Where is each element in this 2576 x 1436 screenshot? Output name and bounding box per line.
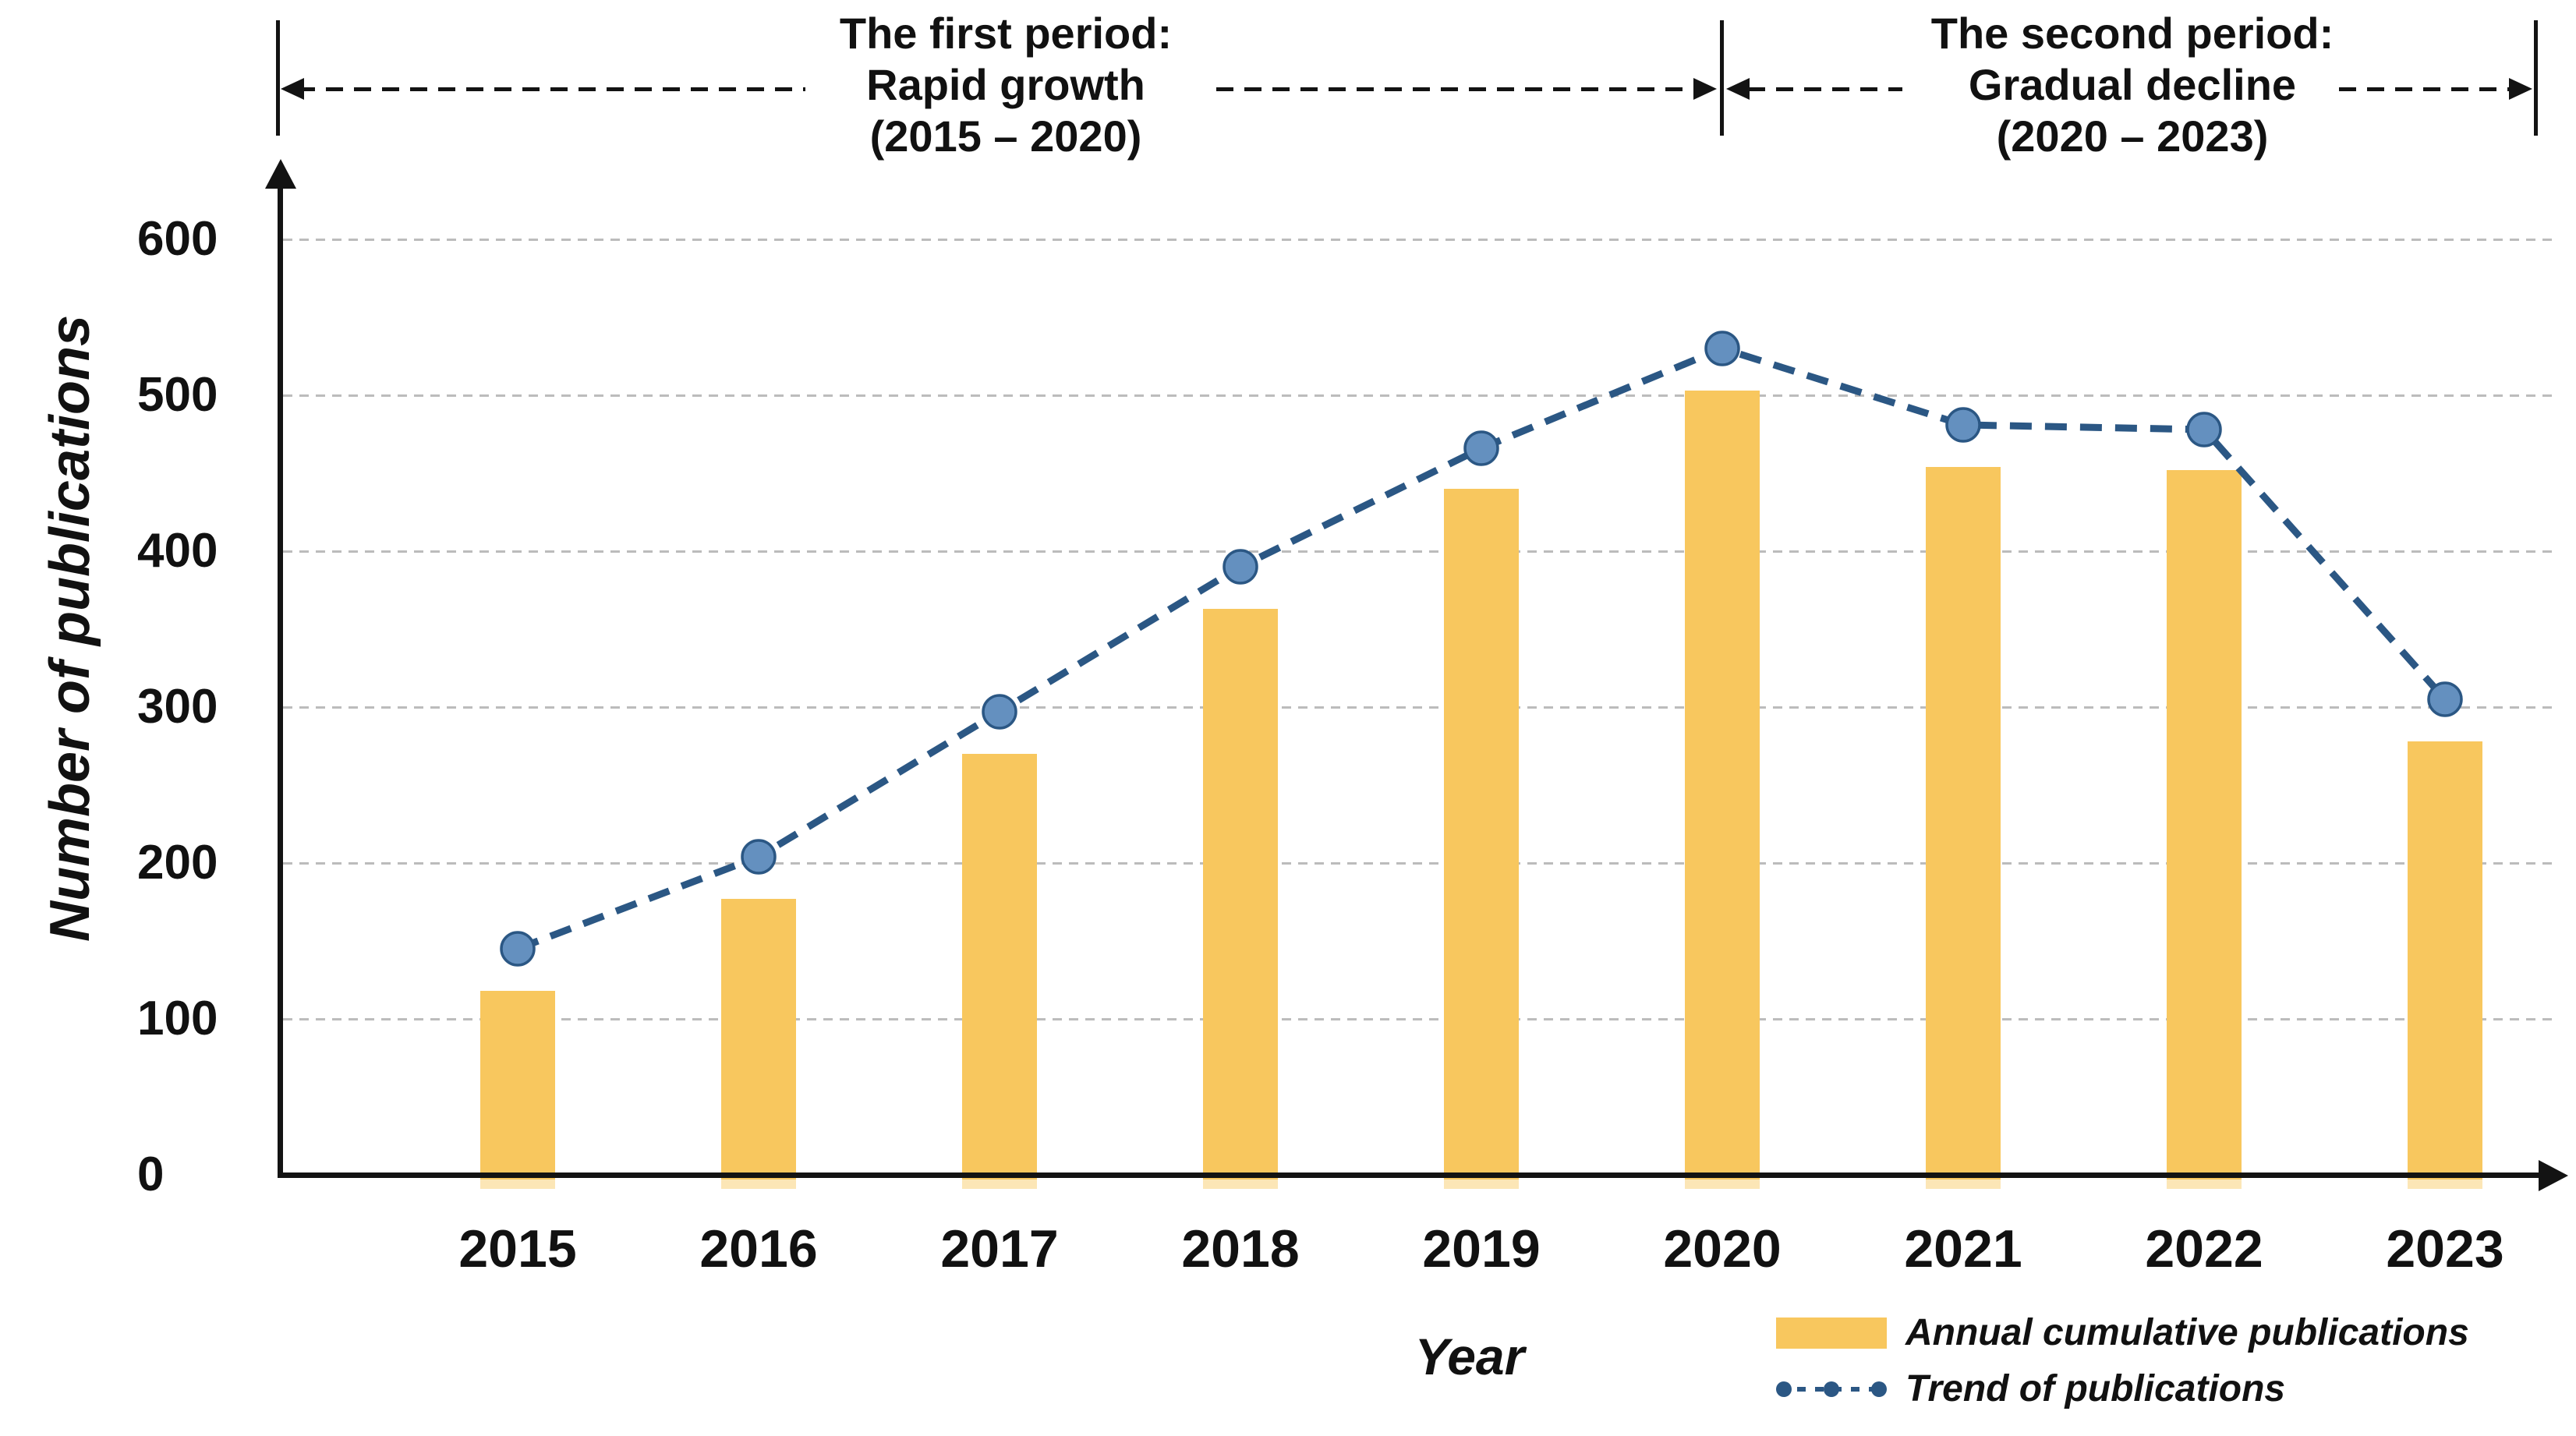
bar-2023 <box>2408 741 2482 1180</box>
bar-2018 <box>1203 609 1278 1180</box>
trend-point-2016 <box>741 839 777 875</box>
period1-dashed-arrow-left-segment <box>298 87 805 91</box>
gridline-400 <box>283 550 2559 553</box>
x-tick-label-2015: 2015 <box>458 1219 577 1279</box>
legend-line-label: Trend of publications <box>1905 1368 2286 1409</box>
bar-tail-2020 <box>1685 1179 1760 1189</box>
y-axis-title: Number of publications <box>39 314 101 943</box>
x-tick-label-2018: 2018 <box>1181 1219 1300 1279</box>
legend-line-dot-1 <box>1824 1381 1839 1397</box>
trend-point-2020 <box>1704 331 1740 366</box>
x-axis-arrowhead-icon <box>2539 1160 2568 1191</box>
period2-left-arrowhead-icon <box>1726 78 1750 100</box>
bar-2020 <box>1685 391 1760 1180</box>
x-axis-line <box>278 1172 2542 1178</box>
legend-row-bar: Annual cumulative publications <box>1776 1311 2469 1354</box>
x-tick-label-2022: 2022 <box>2145 1219 2263 1279</box>
period1-right-arrowhead-icon <box>1693 78 1717 100</box>
x-tick-label-2017: 2017 <box>940 1219 1059 1279</box>
trend-point-2017 <box>982 694 1017 730</box>
legend-line-dot-0 <box>1776 1381 1792 1397</box>
period-boundary-right-tick <box>2534 20 2538 136</box>
period2-label-line3: (2020 – 2023) <box>1996 111 2269 161</box>
gridline-300 <box>283 706 2559 709</box>
legend-line-dot-2 <box>1871 1381 1887 1397</box>
legend-row-line: Trend of publications <box>1776 1367 2285 1410</box>
bar-tail-2018 <box>1203 1179 1278 1189</box>
trend-point-2019 <box>1463 430 1499 466</box>
bar-2021 <box>1926 467 2001 1180</box>
y-tick-label-500: 500 <box>137 368 218 422</box>
x-tick-label-2023: 2023 <box>2386 1219 2504 1279</box>
legend-bar-label: Annual cumulative publications <box>1905 1312 2469 1353</box>
trend-point-2022 <box>2186 412 2222 447</box>
bar-2017 <box>962 754 1037 1180</box>
bar-tail-2015 <box>480 1179 555 1189</box>
bar-tail-2017 <box>962 1179 1037 1189</box>
trend-line-layer <box>500 331 2463 967</box>
y-tick-label-300: 300 <box>137 680 218 734</box>
trend-point-2015 <box>500 931 536 967</box>
bar-tail-2019 <box>1444 1179 1519 1189</box>
bar-2016 <box>721 899 796 1180</box>
period1-dashed-arrow-right-segment <box>1216 87 1700 91</box>
bar-tail-2016 <box>721 1179 796 1189</box>
y-axis-arrowhead-icon <box>265 159 296 189</box>
y-tick-label-0: 0 <box>137 1148 165 1201</box>
y-axis-line <box>278 186 283 1178</box>
trend-point-2021 <box>1945 407 1981 443</box>
y-tick-label-100: 100 <box>137 992 218 1045</box>
period1-label: The first period: Rapid growth (2015 – 2… <box>795 8 1216 162</box>
period-boundary-middle-tick <box>1720 20 1724 136</box>
period2-dashed-arrow-right-segment <box>2339 87 2514 91</box>
trend-point-2018 <box>1223 549 1258 585</box>
period2-label: The second period: Gradual decline (2020… <box>1902 8 2362 162</box>
gridline-100 <box>283 1018 2559 1020</box>
x-axis-title: Year <box>1414 1328 1525 1385</box>
period1-label-line2: Rapid growth <box>866 60 1145 109</box>
y-tick-label-400: 400 <box>137 524 218 578</box>
period2-label-line2: Gradual decline <box>1968 60 2297 109</box>
x-tick-label-2021: 2021 <box>1904 1219 2022 1279</box>
bar-2015 <box>480 991 555 1180</box>
y-tick-label-200: 200 <box>137 836 218 890</box>
period-boundary-left-tick <box>276 20 280 136</box>
trend-point-2023 <box>2427 681 2463 717</box>
period2-dashed-arrow-left-segment <box>1748 87 1902 91</box>
period1-label-line1: The first period: <box>839 9 1173 58</box>
x-tick-label-2020: 2020 <box>1663 1219 1782 1279</box>
period1-label-line3: (2015 – 2020) <box>869 111 1142 161</box>
bar-tail-2023 <box>2408 1179 2482 1189</box>
y-tick-label-600: 600 <box>137 212 218 266</box>
bar-2022 <box>2167 470 2242 1180</box>
bar-2019 <box>1444 489 1519 1180</box>
bar-tail-2022 <box>2167 1179 2242 1189</box>
legend-line-marker-icon <box>1776 1381 1887 1397</box>
period2-right-arrowhead-icon <box>2509 78 2532 100</box>
gridline-200 <box>283 862 2559 865</box>
gridline-600 <box>283 239 2559 241</box>
period2-label-line1: The second period: <box>1930 9 2334 58</box>
bar-tail-2021 <box>1926 1179 2001 1189</box>
legend-bar-swatch-icon <box>1776 1317 1887 1349</box>
x-tick-label-2016: 2016 <box>699 1219 818 1279</box>
x-tick-label-2019: 2019 <box>1422 1219 1541 1279</box>
gridline-500 <box>283 394 2559 397</box>
